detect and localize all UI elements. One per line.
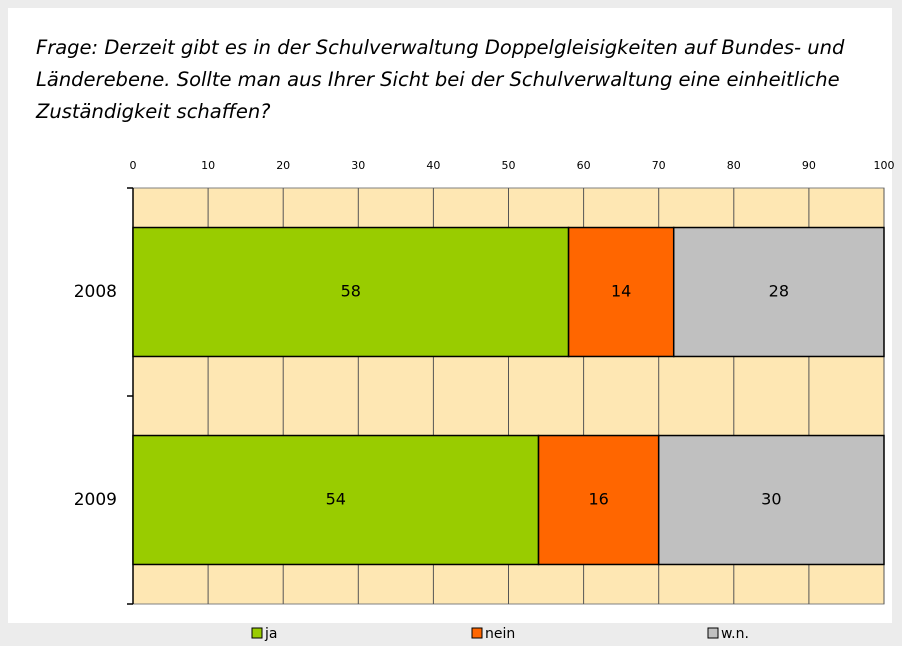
legend-label: nein: [485, 626, 515, 642]
x-tick-label: 80: [727, 159, 741, 172]
x-tick-label: 10: [201, 159, 215, 172]
x-tick-label: 70: [652, 159, 666, 172]
x-tick-label: 30: [351, 159, 365, 172]
bar-segment: [672, 226, 885, 358]
data-label: 54: [326, 490, 346, 509]
x-tick-label: 100: [874, 159, 895, 172]
x-tick-label: 50: [502, 159, 516, 172]
x-tick-label: 60: [577, 159, 591, 172]
bar-segment: [567, 226, 675, 358]
bar-segment: [537, 434, 660, 566]
x-tick-label: 90: [802, 159, 816, 172]
data-label: 14: [611, 282, 631, 301]
data-label: 28: [769, 282, 789, 301]
bar-segment: [132, 226, 570, 358]
bar-segment: [132, 434, 540, 566]
y-tick-label: 2009: [74, 490, 117, 510]
y-tick-label: 2008: [74, 282, 117, 302]
legend-label: w.n.: [721, 626, 749, 642]
x-tick-label: 40: [426, 159, 440, 172]
legend-swatch: [251, 627, 263, 639]
data-label: 16: [588, 490, 608, 509]
bar-segment: [657, 434, 885, 566]
legend-label: ja: [264, 626, 277, 642]
legend-swatch: [471, 627, 483, 639]
legend-swatch: [707, 627, 719, 639]
data-label: 30: [761, 490, 781, 509]
x-tick-label: 20: [276, 159, 290, 172]
data-label: 58: [341, 282, 361, 301]
chart-title: Frage: Derzeit gibt es in der Schulverwa…: [36, 36, 845, 123]
x-tick-label: 0: [130, 159, 137, 172]
